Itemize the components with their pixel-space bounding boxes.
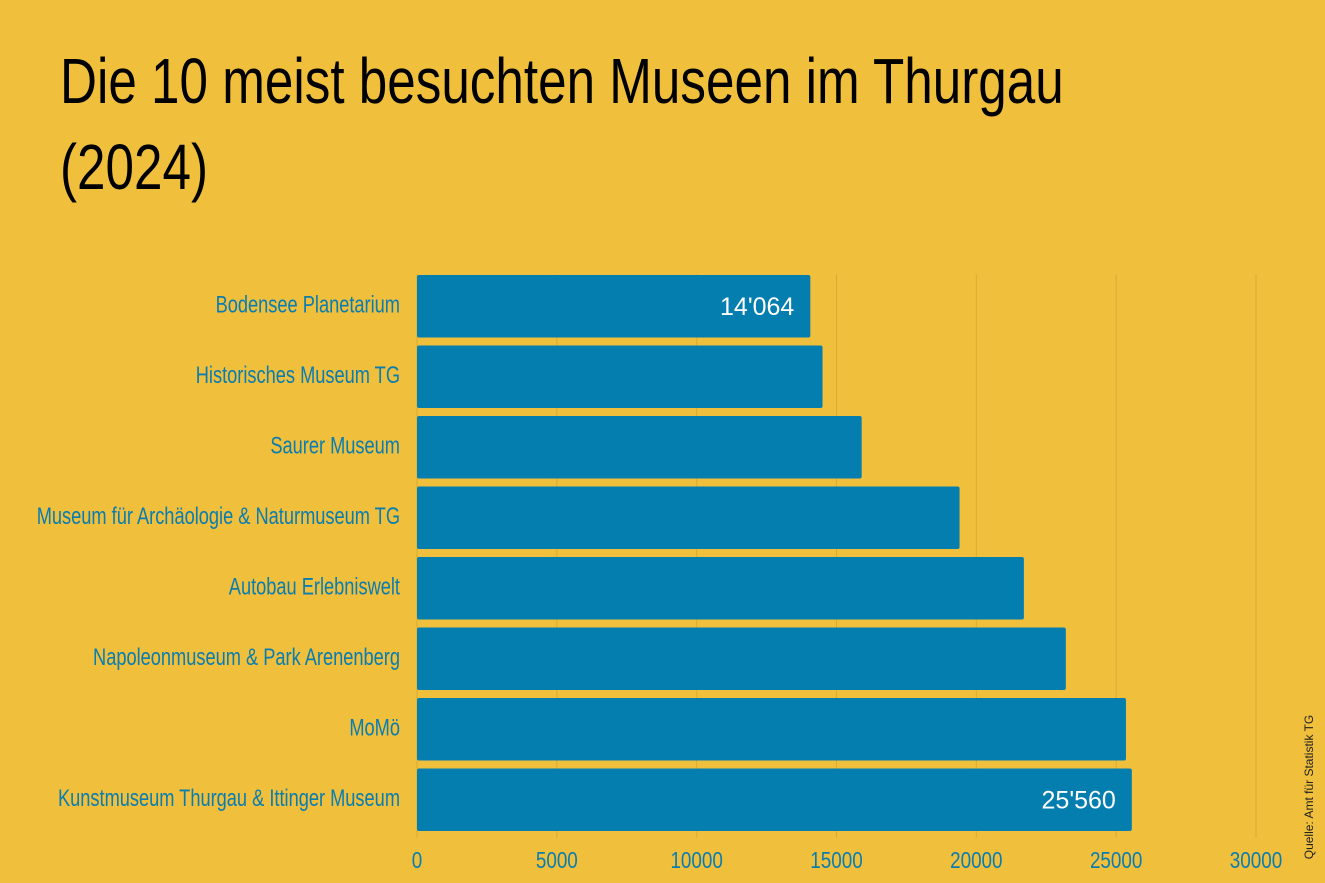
y-tick-label: Bodensee Planetarium: [216, 291, 400, 318]
y-tick-label: MoMö: [349, 714, 400, 741]
y-tick-label: Kunstmuseum Thurgau & Ittinger Museum: [58, 785, 400, 812]
x-tick-label: 0: [412, 848, 422, 873]
y-tick-label: Historisches Museum TG: [196, 362, 400, 389]
source-note: Quelle: Amt für Statistik TG: [1302, 715, 1316, 860]
bar: [417, 557, 1024, 620]
bar: [417, 698, 1126, 761]
x-tick-label: 20000: [950, 848, 1002, 873]
x-tick-label: 15000: [810, 848, 862, 873]
bar: [417, 275, 811, 338]
x-tick-label: 10000: [670, 848, 722, 873]
x-tick-label: 30000: [1230, 848, 1282, 873]
bar: [417, 345, 823, 408]
x-tick-label: 25000: [1090, 848, 1142, 873]
bar: [417, 416, 862, 479]
chart-title: Die 10 meist besuchten Museen im Thurgau…: [60, 45, 1064, 203]
bar: [417, 627, 1066, 690]
value-label: 25'560: [1042, 786, 1116, 814]
bar: [417, 486, 960, 549]
y-tick-label: Napoleonmuseum & Park Arenenberg: [93, 644, 400, 671]
bar: [417, 768, 1132, 831]
y-tick-label: Saurer Museum: [270, 432, 400, 459]
value-label: 14'064: [720, 293, 794, 321]
y-tick-label: Autobau Erlebniswelt: [229, 573, 400, 600]
y-tick-label: Museum für Archäologie & Naturmuseum TG: [37, 503, 400, 530]
x-tick-label: 5000: [536, 848, 578, 873]
